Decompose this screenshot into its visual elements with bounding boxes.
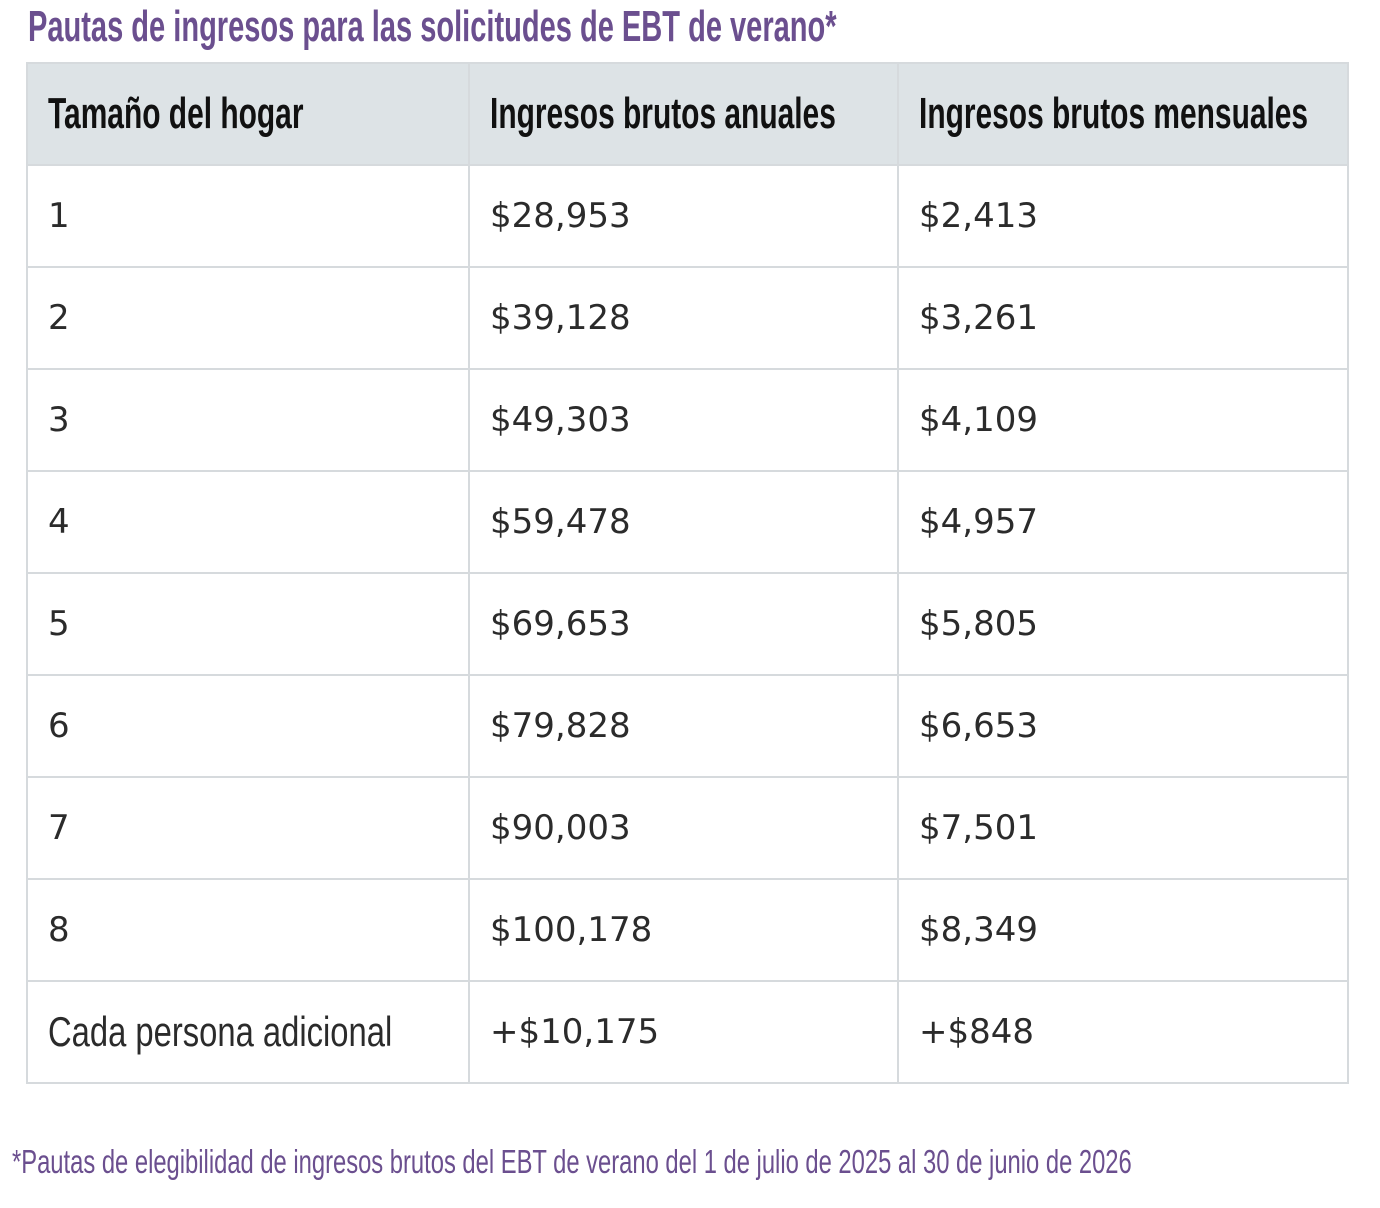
monthly-income-cell: $3,261 [897, 266, 1349, 370]
household-size-cell: 5 [26, 572, 470, 676]
annual-income-cell: $100,178 [468, 878, 899, 982]
annual-income-cell: $59,478 [468, 470, 899, 574]
footnote: *Pautas de elegibilidad de ingresos brut… [12, 1143, 1132, 1180]
table-row: 3 $49,303 $4,109 [26, 368, 1349, 472]
monthly-income-cell: $5,805 [897, 572, 1349, 676]
household-size-cell: 6 [26, 674, 470, 778]
income-guidelines-table: Tamaño del hogar Ingresos brutos anuales… [26, 62, 1349, 1084]
annual-income-cell: $69,653 [468, 572, 899, 676]
table-body: 1 $28,953 $2,413 2 $39,128 $3,261 3 $49,… [26, 164, 1349, 1084]
additional-person-label: Cada persona adicional [48, 1008, 393, 1055]
annual-income-cell: $90,003 [468, 776, 899, 880]
household-size-cell: 4 [26, 470, 470, 574]
annual-income-cell: $39,128 [468, 266, 899, 370]
table-header: Tamaño del hogar Ingresos brutos anuales… [26, 62, 1349, 166]
annual-income-cell: +$10,175 [468, 980, 899, 1084]
header-household-size: Tamaño del hogar [26, 62, 470, 166]
table-row: 2 $39,128 $3,261 [26, 266, 1349, 370]
monthly-income-cell: $4,109 [897, 368, 1349, 472]
household-size-cell: 1 [26, 164, 470, 268]
table-row: 4 $59,478 $4,957 [26, 470, 1349, 574]
monthly-income-cell: $8,349 [897, 878, 1349, 982]
monthly-income-cell: $6,653 [897, 674, 1349, 778]
table-row: 7 $90,003 $7,501 [26, 776, 1349, 880]
page-title: Pautas de ingresos para las solicitudes … [28, 2, 837, 51]
household-size-cell: 3 [26, 368, 470, 472]
table-header-row: Tamaño del hogar Ingresos brutos anuales… [26, 62, 1349, 166]
header-monthly-income: Ingresos brutos mensuales [897, 62, 1349, 166]
household-size-cell: 7 [26, 776, 470, 880]
table-row: 5 $69,653 $5,805 [26, 572, 1349, 676]
monthly-income-cell: $7,501 [897, 776, 1349, 880]
annual-income-cell: $49,303 [468, 368, 899, 472]
table-row: Cada persona adicional +$10,175 +$848 [26, 980, 1349, 1084]
household-size-cell: Cada persona adicional [26, 980, 470, 1084]
monthly-income-cell: +$848 [897, 980, 1349, 1084]
table-row: 1 $28,953 $2,413 [26, 164, 1349, 268]
monthly-income-cell: $2,413 [897, 164, 1349, 268]
household-size-cell: 8 [26, 878, 470, 982]
table-row: 8 $100,178 $8,349 [26, 878, 1349, 982]
annual-income-cell: $28,953 [468, 164, 899, 268]
monthly-income-cell: $4,957 [897, 470, 1349, 574]
annual-income-cell: $79,828 [468, 674, 899, 778]
header-annual-income: Ingresos brutos anuales [468, 62, 899, 166]
household-size-cell: 2 [26, 266, 470, 370]
table-row: 6 $79,828 $6,653 [26, 674, 1349, 778]
